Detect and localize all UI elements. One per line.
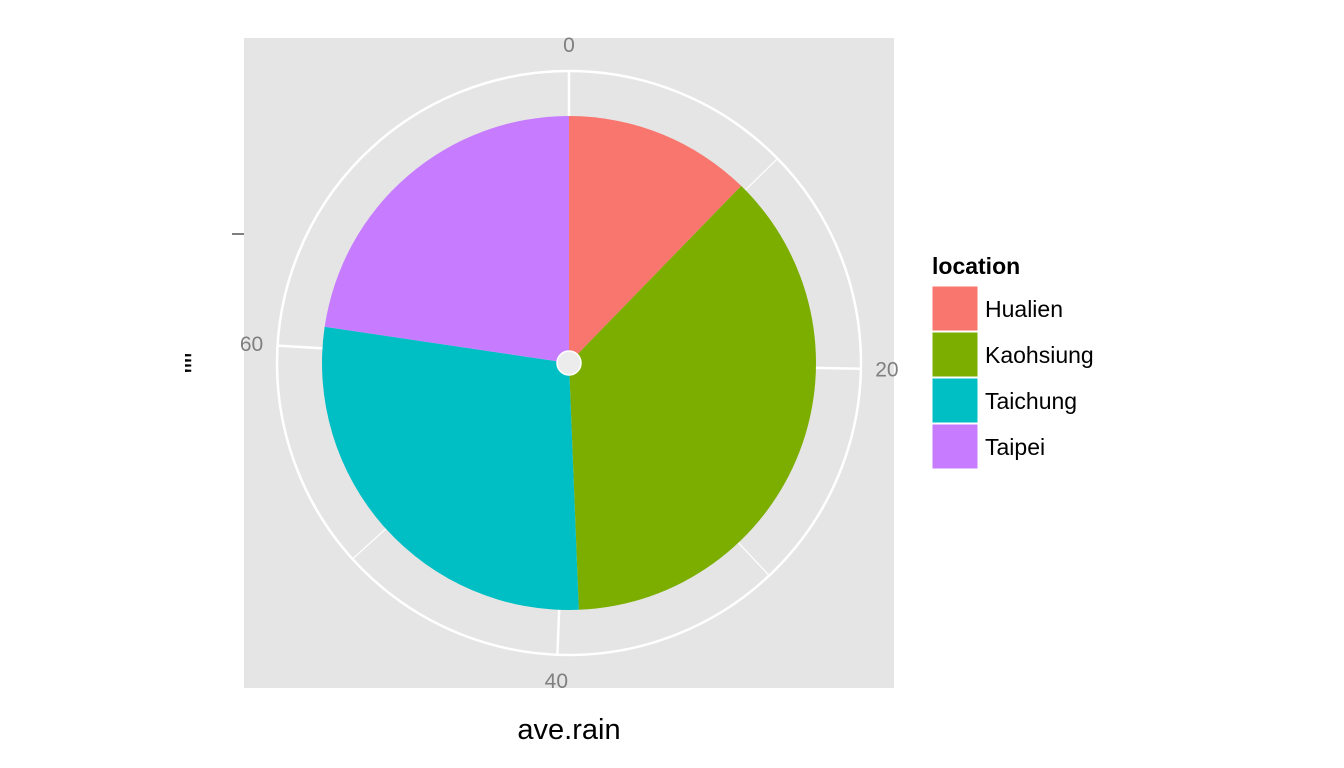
pie-slices	[322, 116, 816, 610]
slice-hualien	[569, 116, 742, 363]
legend-key-taipei	[931, 423, 979, 470]
legend-key-hualien	[931, 285, 979, 332]
legend-key-kaohsiung	[931, 331, 979, 378]
legend: location Hualien Kaohsiung Taichung Taipei	[931, 253, 1094, 470]
legend-key-taichung	[931, 377, 979, 424]
legend-label-kaohsiung: Kaohsiung	[985, 342, 1094, 368]
y-axis-title: ""	[180, 353, 212, 374]
angle-tick-label: 40	[545, 670, 568, 693]
angle-tick-labels: 0 20 40 60	[240, 34, 899, 693]
legend-label-taichung: Taichung	[985, 388, 1077, 414]
legend-items: Hualien Kaohsiung Taichung Taipei	[931, 285, 1094, 470]
slice-taipei	[324, 116, 569, 363]
legend-label-taipei: Taipei	[985, 434, 1045, 460]
angle-tick-label: 60	[240, 333, 263, 356]
legend-title: location	[932, 253, 1020, 279]
angle-tick-label: 20	[875, 358, 898, 381]
x-axis-title: ave.rain	[517, 714, 620, 746]
angle-tick-label: 0	[563, 34, 575, 57]
center-hole	[556, 350, 582, 376]
legend-label-hualien: Hualien	[985, 296, 1063, 322]
slice-kaohsiung	[569, 185, 816, 610]
slice-taichung	[322, 326, 579, 610]
